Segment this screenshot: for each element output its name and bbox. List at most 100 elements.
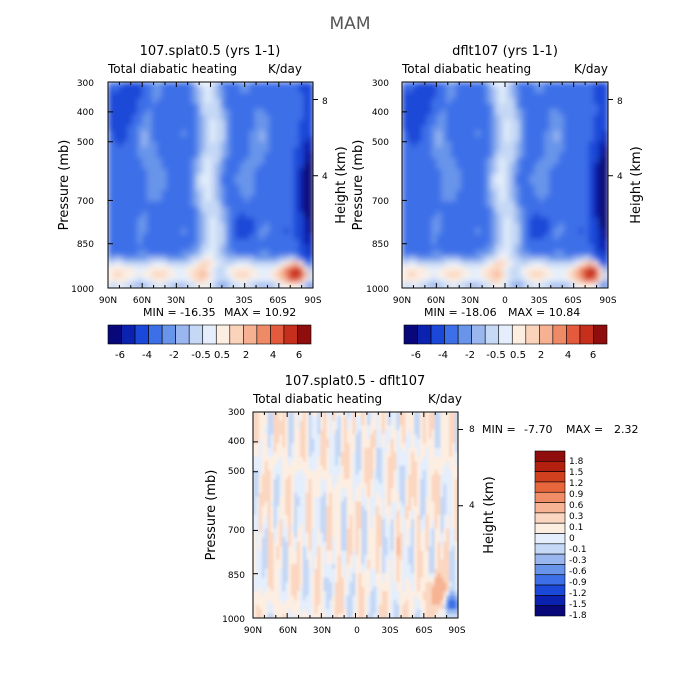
field-cell	[317, 506, 321, 512]
field-cell	[446, 185, 452, 192]
field-cell	[270, 452, 275, 458]
field-cell	[117, 271, 124, 278]
field-cell	[378, 456, 383, 462]
field-cell	[436, 157, 442, 164]
field-cell	[451, 282, 457, 288]
field-cell	[112, 185, 119, 192]
field-cell	[298, 244, 304, 251]
field-cell	[509, 114, 516, 121]
field-cell	[282, 420, 286, 427]
field-cell	[524, 168, 531, 175]
field-cell	[509, 190, 516, 197]
field-cell	[261, 412, 266, 418]
field-cell	[355, 456, 360, 462]
field-cell	[539, 114, 545, 121]
field-cell	[294, 488, 298, 494]
field-cell	[210, 125, 216, 132]
field-cell	[406, 174, 413, 181]
field-cell	[270, 510, 275, 516]
field-cell	[255, 479, 260, 485]
field-cell	[425, 416, 430, 422]
field-cell	[529, 152, 536, 159]
field-cell	[514, 244, 521, 251]
field-cell	[352, 452, 357, 458]
field-cell	[346, 483, 351, 489]
field-cell	[137, 87, 143, 94]
field-cell	[299, 470, 304, 476]
field-cell	[411, 470, 415, 476]
field-cell	[514, 217, 521, 224]
field-cell	[220, 168, 226, 175]
field-cell	[171, 260, 177, 267]
field-cell	[568, 147, 575, 154]
field-cell	[151, 130, 158, 137]
field-cell	[421, 260, 428, 267]
field-cell	[470, 141, 477, 148]
field-cell	[283, 195, 290, 202]
field-cell	[563, 136, 570, 143]
field-cell	[573, 109, 580, 116]
x-tick-label: 60S	[564, 296, 581, 306]
field-cell	[441, 174, 447, 181]
field-cell	[568, 271, 575, 278]
field-cell	[205, 217, 212, 224]
field-cell	[436, 195, 442, 202]
field-cell	[402, 168, 408, 175]
field-cell	[254, 98, 260, 105]
field-cell	[291, 474, 295, 480]
field-cell	[303, 190, 309, 197]
field-cell	[244, 201, 251, 208]
field-cell	[239, 212, 246, 219]
field-cell	[593, 136, 599, 143]
field-cell	[411, 92, 418, 99]
field-cell	[255, 501, 260, 507]
field-cell	[554, 260, 560, 267]
field-cell	[112, 109, 119, 116]
field-cell	[583, 228, 589, 235]
field-cell	[320, 501, 324, 507]
field-cell	[419, 420, 424, 427]
field-cell	[303, 195, 309, 202]
field-cell	[408, 483, 412, 489]
field-cell	[142, 206, 148, 213]
field-cell	[258, 425, 263, 431]
field-cell	[421, 244, 428, 251]
field-cell	[490, 222, 496, 229]
field-cell	[352, 501, 357, 507]
field-cell	[156, 168, 163, 175]
field-cell	[215, 103, 221, 110]
field-cell	[470, 239, 477, 246]
field-cell	[390, 465, 395, 471]
field-cell	[358, 420, 362, 427]
field-cell	[495, 163, 501, 170]
field-cell	[554, 250, 560, 257]
field-cell	[406, 201, 413, 208]
field-cell	[239, 239, 246, 246]
field-cell	[264, 130, 270, 137]
field-cell	[519, 109, 526, 116]
field-cell	[137, 152, 143, 159]
field-cell	[558, 87, 565, 94]
field-cell	[428, 416, 433, 422]
field-cell	[509, 271, 516, 278]
field-cell	[406, 168, 413, 175]
field-cell	[428, 461, 433, 467]
field-cell	[161, 185, 168, 192]
field-cell	[364, 483, 368, 489]
field-cell	[234, 185, 241, 192]
field-cell	[279, 479, 283, 485]
field-cell	[441, 190, 447, 197]
field-cell	[549, 92, 555, 99]
field-cell	[311, 474, 316, 480]
y-tick-label: 400	[372, 108, 389, 118]
field-cell	[234, 212, 241, 219]
field-cell	[452, 492, 456, 498]
field-cell	[558, 212, 565, 219]
field-cell	[387, 452, 392, 458]
field-cell	[299, 483, 304, 489]
field-cell	[220, 255, 226, 262]
field-cell	[311, 488, 316, 494]
field-cell	[349, 425, 354, 431]
field-cell	[156, 185, 163, 192]
field-cell	[381, 425, 386, 431]
